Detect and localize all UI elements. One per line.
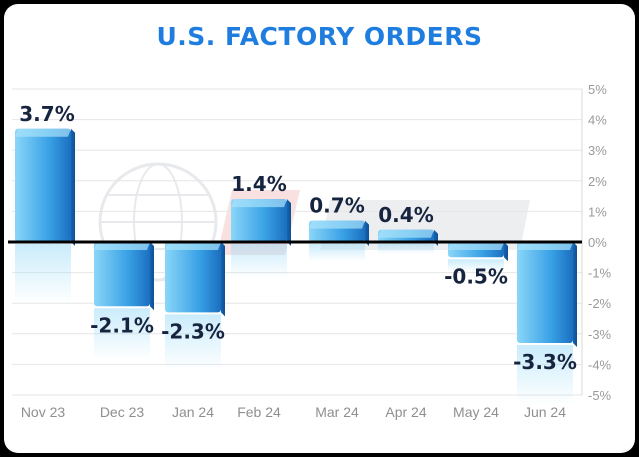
bar-reflection <box>15 244 71 304</box>
data-label: -2.3% <box>161 319 225 343</box>
y-tick-label: -5% <box>588 388 612 403</box>
bar-reflection <box>378 244 434 254</box>
x-tick-label: Jun 24 <box>524 404 566 420</box>
data-label: 0.7% <box>309 194 364 218</box>
y-tick-label: 0% <box>588 235 607 250</box>
bar-face <box>94 242 150 307</box>
y-tick-label: 3% <box>588 143 607 158</box>
bar-may-24 <box>448 242 508 272</box>
bar-reflection <box>517 344 573 405</box>
bar-reflection <box>448 259 504 272</box>
data-label: -2.1% <box>90 313 154 337</box>
x-tick-label: Mar 24 <box>315 404 359 420</box>
bar-reflection <box>231 244 287 279</box>
y-tick-label: -1% <box>588 266 612 281</box>
data-label: -0.5% <box>444 264 508 288</box>
y-tick-label: 2% <box>588 174 607 189</box>
bar-mar-24 <box>309 220 369 262</box>
bar-dec-23 <box>94 242 154 360</box>
bar-face <box>165 242 221 313</box>
bar-apr-24 <box>378 229 438 254</box>
bar-face <box>231 199 287 242</box>
x-tick-label: Jan 24 <box>172 404 214 420</box>
bar-top <box>517 242 573 250</box>
bar-side <box>573 242 577 347</box>
bar-reflection <box>165 314 221 371</box>
bar-nov-23 <box>15 128 75 304</box>
bar-top <box>309 220 365 229</box>
y-tick-label: 4% <box>588 113 607 128</box>
bar-top <box>15 128 71 137</box>
x-tick-label: Dec 23 <box>100 404 145 420</box>
bar-top <box>448 242 504 250</box>
bar-side <box>287 199 291 246</box>
bar-side <box>150 242 154 311</box>
data-label: 0.4% <box>378 203 433 227</box>
data-label: 3.7% <box>19 102 74 126</box>
y-tick-label: -4% <box>588 357 612 372</box>
y-tick-label: -3% <box>588 327 612 342</box>
bar-reflection <box>94 308 150 360</box>
bar-side <box>365 220 369 246</box>
bar-feb-24 <box>231 199 291 279</box>
bar-top <box>378 229 434 238</box>
y-tick-label: 1% <box>588 204 607 219</box>
bar-jan-24 <box>165 242 225 371</box>
y-tick-label: 5% <box>588 82 607 97</box>
y-tick-label: -2% <box>588 296 612 311</box>
x-tick-label: Apr 24 <box>385 404 426 420</box>
bar-side <box>221 242 225 317</box>
data-label: 1.4% <box>231 172 286 196</box>
bar-jun-24 <box>517 242 577 405</box>
bar-side <box>504 242 508 262</box>
bar-face <box>15 128 71 242</box>
x-tick-label: Feb 24 <box>237 404 281 420</box>
bar-side <box>71 128 75 246</box>
bar-reflection <box>309 244 365 262</box>
bar-top <box>231 199 287 208</box>
bar-top <box>94 242 150 250</box>
bar-top <box>165 242 221 250</box>
chart-title: U.S. FACTORY ORDERS <box>156 22 483 51</box>
bar-face <box>517 242 573 343</box>
x-tick-label: May 24 <box>453 404 499 420</box>
data-label: -3.3% <box>513 350 577 374</box>
x-tick-label: Nov 23 <box>21 404 66 420</box>
